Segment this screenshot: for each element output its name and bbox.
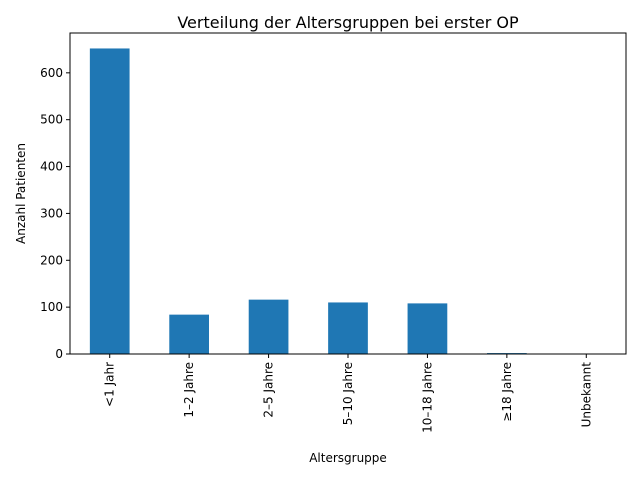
y-tick-label: 600 — [40, 66, 63, 80]
y-tick-label: 200 — [40, 253, 63, 267]
x-tick-label: ≥18 Jahre — [500, 362, 514, 422]
x-axis-label: Altersgruppe — [309, 451, 387, 465]
bar-3 — [328, 302, 368, 354]
bar-4 — [407, 303, 448, 354]
bar-2 — [248, 299, 289, 354]
x-tick-label: 2–5 Jahre — [262, 362, 276, 418]
bar-0 — [89, 48, 130, 354]
chart-title: Verteilung der Altersgruppen bei erster … — [177, 13, 519, 32]
y-tick-label: 0 — [55, 347, 63, 361]
bars-group — [89, 48, 527, 354]
x-axis-ticks: <1 Jahr 1–2 Jahre 2–5 Jahre 5–10 Jahre 10–18… — [103, 354, 593, 433]
y-tick-label: 100 — [40, 300, 63, 314]
x-tick-label: 5–10 Jahre — [341, 362, 355, 425]
x-tick-label: Unbekannt — [579, 362, 593, 428]
y-tick-label: 400 — [40, 160, 63, 174]
x-tick-label: 1–2 Jahre — [182, 362, 196, 418]
x-tick-label: <1 Jahr — [103, 362, 117, 407]
y-tick-label: 500 — [40, 113, 63, 127]
plot-frame — [69, 32, 627, 355]
y-axis-label: Anzahl Patienten — [14, 143, 28, 244]
y-tick-label: 300 — [40, 206, 63, 220]
bar-1 — [169, 314, 209, 354]
x-tick-label: 10–18 Jahre — [420, 362, 434, 433]
y-axis-ticks: 0 100 200 300 400 500 600 — [40, 66, 70, 361]
